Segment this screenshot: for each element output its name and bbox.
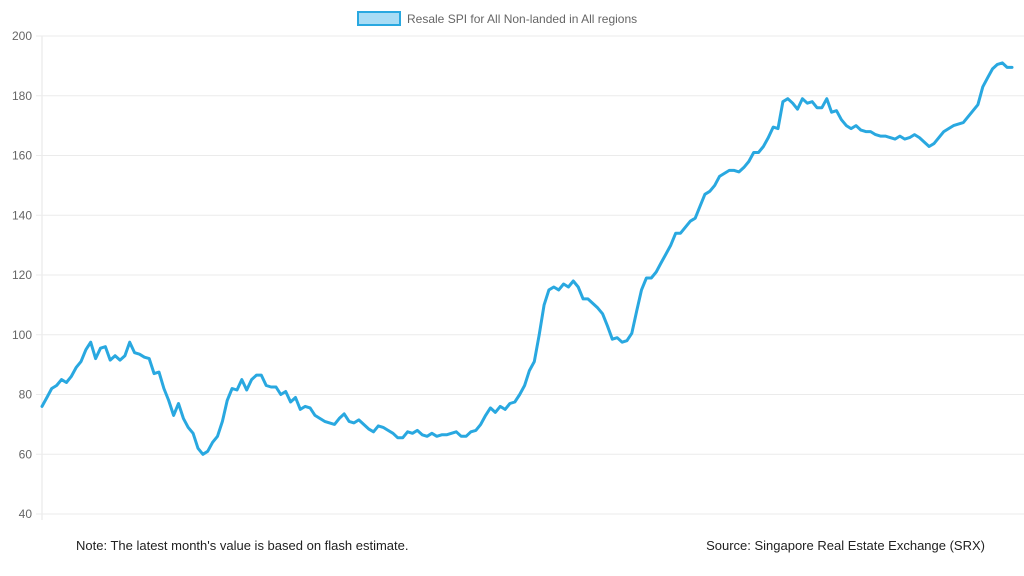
y-tick-label: 100 xyxy=(12,328,32,342)
y-axis-ticks: 40 60 80 100 120 140 160 180 200 xyxy=(12,29,32,521)
y-tick-label: 80 xyxy=(19,388,33,402)
y-tick-label: 120 xyxy=(12,268,32,282)
y-tick-label: 160 xyxy=(12,149,32,163)
legend-item[interactable]: Resale SPI for All Non-landed in All reg… xyxy=(357,11,637,26)
source-note: Source: Singapore Real Estate Exchange (… xyxy=(706,538,985,553)
series-line[interactable] xyxy=(40,61,1014,456)
y-tick-label: 200 xyxy=(12,29,32,43)
gridlines xyxy=(36,35,1024,520)
footnote-flash-estimate: Note: The latest month's value is based … xyxy=(76,538,409,553)
y-tick-label: 140 xyxy=(12,208,32,222)
legend-label: Resale SPI for All Non-landed in All reg… xyxy=(407,11,638,26)
y-tick-label: 180 xyxy=(12,89,32,103)
y-tick-label: 60 xyxy=(19,447,33,461)
series-lines xyxy=(40,61,1014,456)
legend-swatch xyxy=(357,11,401,26)
y-tick-label: 40 xyxy=(19,507,33,521)
